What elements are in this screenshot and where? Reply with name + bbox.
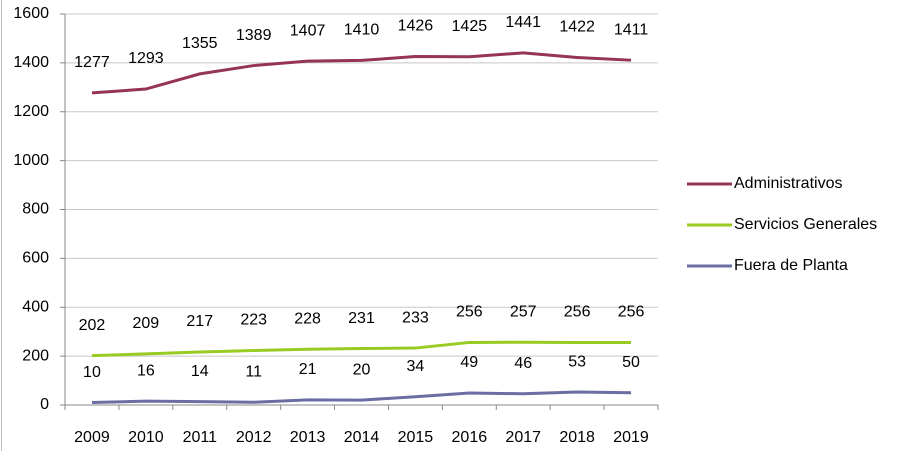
y-tick-label: 200 (22, 347, 49, 364)
data-label: 1407 (290, 22, 326, 39)
data-label: 16 (137, 362, 155, 379)
series-line (91, 340, 632, 358)
data-label: 53 (568, 353, 586, 370)
data-label: 46 (514, 355, 532, 372)
y-tick-label: 1600 (13, 5, 49, 22)
x-tick-label: 2014 (344, 429, 380, 446)
data-label: 202 (79, 317, 106, 334)
data-label: 209 (133, 315, 160, 332)
x-tick-label: 2015 (398, 429, 434, 446)
legend-label: Servicios Generales (734, 216, 877, 233)
data-label: 1389 (236, 27, 272, 44)
x-tick-label: 2012 (236, 429, 272, 446)
data-label: 10 (83, 364, 101, 381)
data-label: 20 (353, 361, 371, 378)
data-label: 233 (402, 309, 429, 326)
series-line (91, 390, 632, 405)
data-label: 1277 (74, 54, 110, 71)
legend-label: Administrativos (734, 175, 842, 192)
data-label: 1425 (452, 18, 488, 35)
data-label: 231 (348, 310, 375, 327)
data-label: 257 (510, 303, 537, 320)
data-label: 1426 (398, 18, 434, 35)
series-line (91, 51, 632, 95)
data-label: 50 (622, 354, 640, 371)
x-tick-label: 2011 (183, 429, 218, 446)
data-label: 256 (564, 304, 591, 321)
data-label: 1422 (559, 19, 595, 36)
data-label: 256 (618, 304, 645, 321)
legend-label: Fuera de Planta (734, 257, 848, 274)
y-tick-label: 1400 (13, 54, 49, 71)
x-tick-label: 2017 (505, 429, 541, 446)
y-tick-label: 0 (40, 396, 49, 413)
data-label: 14 (191, 363, 209, 380)
x-tick-label: 2010 (128, 429, 164, 446)
data-label: 34 (407, 358, 425, 375)
y-tick-label: 1200 (13, 103, 49, 120)
data-label: 1410 (344, 22, 380, 39)
data-label: 1293 (128, 50, 164, 67)
data-label: 217 (186, 313, 213, 330)
data-label: 228 (294, 311, 321, 328)
x-tick-label: 2009 (74, 429, 110, 446)
data-label: 1355 (182, 35, 218, 52)
data-label: 21 (299, 361, 317, 378)
data-label: 1441 (505, 14, 541, 31)
data-label: 223 (240, 312, 267, 329)
x-tick-label: 2016 (452, 429, 488, 446)
y-tick-label: 400 (22, 298, 49, 315)
data-label: 256 (456, 304, 483, 321)
data-label: 1411 (614, 21, 649, 38)
y-tick-label: 600 (22, 250, 49, 267)
x-tick-label: 2019 (613, 429, 649, 446)
x-tick-label: 2018 (559, 429, 595, 446)
x-tick-label: 2013 (290, 429, 326, 446)
y-tick-label: 1000 (13, 152, 49, 169)
data-label: 49 (460, 354, 478, 371)
data-label: 11 (245, 364, 262, 381)
y-tick-label: 800 (22, 201, 49, 218)
